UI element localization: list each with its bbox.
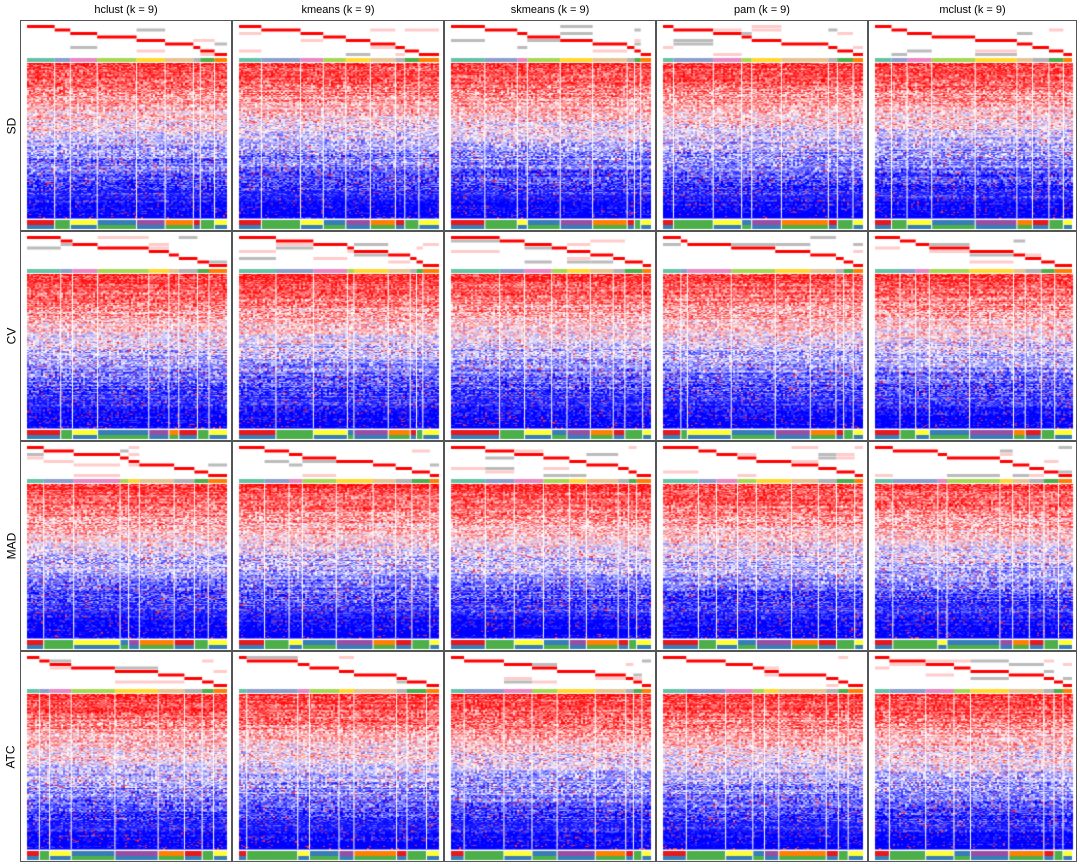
heatmap-panel-mad-mclust — [868, 441, 1078, 652]
row-label-sd: SD — [2, 20, 20, 231]
heatmap-panel-sd-skmeans — [444, 20, 657, 232]
heatmap-panel-atc-pam — [656, 651, 869, 863]
heatmap-cells — [657, 442, 869, 652]
column-title-mclust: mclust (k = 9) — [939, 4, 1006, 16]
heatmap-cells — [233, 442, 445, 652]
heatmap-panel-cv-pam — [656, 231, 869, 442]
row-label-mad: MAD — [2, 441, 20, 651]
row-label-atc: ATC — [2, 651, 20, 862]
heatmap-cells — [869, 21, 1078, 232]
heatmap-panel-atc-hclust — [20, 651, 233, 863]
heatmap-cells — [869, 652, 1078, 863]
heatmap-cells — [233, 21, 445, 232]
heatmap-panel-atc-kmeans — [232, 651, 445, 863]
heatmap-cells — [21, 652, 233, 863]
heatmap-panel-cv-skmeans — [444, 231, 657, 442]
column-title-kmeans: kmeans (k = 9) — [301, 4, 375, 16]
heatmap-cells — [445, 21, 657, 232]
column-title-hclust: hclust (k = 9) — [94, 4, 158, 16]
heatmap-cells — [657, 21, 869, 232]
heatmap-panel-mad-skmeans — [444, 441, 657, 652]
heatmap-panel-cv-hclust — [20, 231, 233, 442]
heatmap-cells — [21, 232, 233, 442]
heatmap-panel-cv-mclust — [868, 231, 1078, 442]
heatmap-cells — [869, 442, 1078, 652]
row-label-text: CV — [3, 327, 18, 345]
heatmap-cells — [233, 232, 445, 442]
heatmap-panel-sd-hclust — [20, 20, 233, 232]
heatmap-cells — [869, 232, 1078, 442]
row-label-text: ATC — [4, 744, 19, 769]
heatmap-panel-sd-kmeans — [232, 20, 445, 232]
heatmap-panel-sd-mclust — [868, 20, 1078, 232]
row-label-cv: CV — [2, 231, 20, 441]
heatmap-cells — [657, 232, 869, 442]
heatmap-panel-mad-pam — [656, 441, 869, 652]
heatmap-panel-mad-kmeans — [232, 441, 445, 652]
heatmap-panel-atc-mclust — [868, 651, 1078, 863]
heatmap-cells — [657, 652, 869, 863]
heatmap-panel-cv-kmeans — [232, 231, 445, 442]
heatmap-cells — [21, 442, 233, 652]
heatmap-panel-sd-pam — [656, 20, 869, 232]
heatmap-cells — [21, 21, 233, 232]
heatmap-cells — [445, 232, 657, 442]
column-title-pam: pam (k = 9) — [734, 4, 790, 16]
heatmap-panel-mad-hclust — [20, 441, 233, 652]
heatmap-cells — [445, 652, 657, 863]
heatmap-cells — [445, 442, 657, 652]
heatmap-panel-atc-skmeans — [444, 651, 657, 863]
row-label-text: MAD — [4, 532, 19, 560]
heatmap-cells — [233, 652, 445, 863]
column-title-skmeans: skmeans (k = 9) — [510, 4, 590, 16]
row-label-text: SD — [3, 117, 18, 134]
